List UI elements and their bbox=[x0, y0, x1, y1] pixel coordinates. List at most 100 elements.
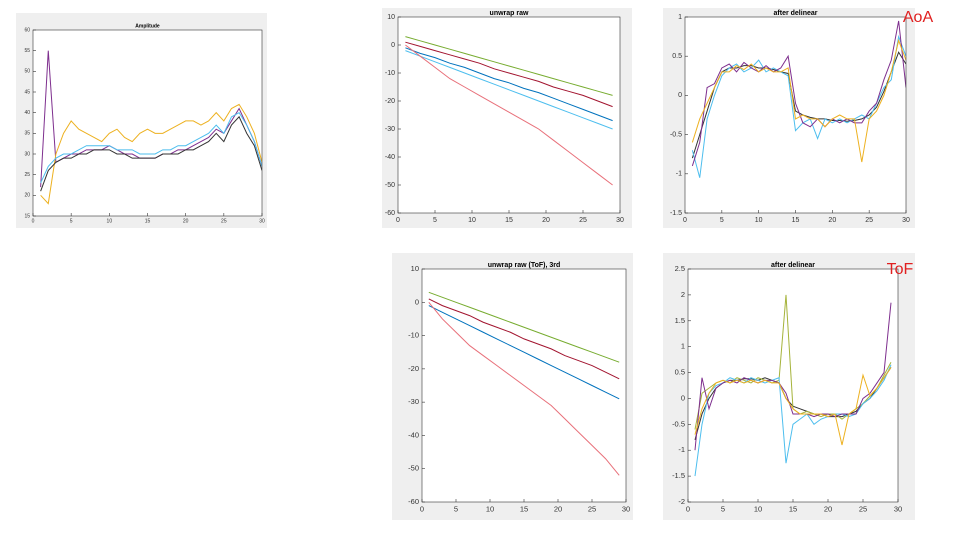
y-tick-label: -20 bbox=[385, 98, 395, 105]
x-tick-label: 0 bbox=[32, 218, 35, 224]
y-tick-label: -0.5 bbox=[670, 131, 682, 138]
y-tick-label: -40 bbox=[408, 430, 419, 439]
x-tick-label: 5 bbox=[433, 217, 437, 224]
x-tick-label: 20 bbox=[542, 217, 550, 224]
y-tick-label: 50 bbox=[24, 69, 30, 75]
y-tick-label: 0 bbox=[415, 297, 419, 306]
y-tick-label: 10 bbox=[411, 264, 419, 273]
y-tick-label: -60 bbox=[408, 497, 419, 506]
series-line bbox=[405, 41, 613, 108]
y-tick-label: -50 bbox=[385, 182, 395, 189]
y-tick-label: 30 bbox=[24, 151, 30, 157]
x-tick-label: 20 bbox=[828, 217, 836, 224]
series-line bbox=[428, 298, 620, 380]
x-tick-label: 0 bbox=[396, 217, 400, 224]
y-tick-label: -30 bbox=[408, 397, 419, 406]
chart-title: unwrap raw (ToF), 3rd bbox=[488, 262, 561, 269]
axes-box bbox=[421, 268, 627, 503]
y-tick-label: 1 bbox=[681, 342, 685, 351]
y-tick-label: 1.5 bbox=[675, 316, 685, 325]
axes-background bbox=[688, 269, 898, 502]
x-tick-label: 0 bbox=[686, 504, 690, 513]
y-tick-label: -1.5 bbox=[672, 471, 685, 480]
x-tick-label: 25 bbox=[588, 504, 596, 513]
y-tick-label: 0 bbox=[678, 92, 682, 99]
y-tick-label: 45 bbox=[24, 89, 30, 95]
x-tick-label: 5 bbox=[70, 218, 73, 224]
y-tick-label: 60 bbox=[24, 27, 30, 33]
chart-title: after delinear bbox=[774, 10, 818, 17]
x-tick-label: 25 bbox=[579, 217, 587, 224]
series-line bbox=[691, 34, 906, 178]
annotation: ToF bbox=[887, 261, 914, 278]
series-line bbox=[40, 103, 262, 205]
series-line bbox=[405, 36, 613, 96]
x-tick-label: 10 bbox=[486, 504, 494, 513]
annotation: AoA bbox=[903, 9, 934, 26]
y-tick-label: 0.5 bbox=[675, 368, 685, 377]
y-tick-label: 2 bbox=[681, 290, 685, 299]
y-tick-label: -50 bbox=[408, 464, 419, 473]
x-tick-label: 30 bbox=[894, 504, 902, 513]
series-line bbox=[40, 115, 262, 192]
axes-box bbox=[32, 29, 263, 217]
y-tick-label: 1 bbox=[678, 14, 682, 21]
series-line bbox=[428, 291, 620, 363]
series-line bbox=[694, 367, 892, 446]
series-line bbox=[691, 20, 906, 167]
series-line bbox=[405, 50, 613, 130]
y-tick-label: 40 bbox=[24, 110, 30, 116]
y-tick-label: -1 bbox=[678, 445, 685, 454]
y-tick-label: -60 bbox=[385, 210, 395, 217]
y-tick-label: -10 bbox=[408, 331, 419, 340]
y-tick-label: 0 bbox=[681, 393, 685, 402]
series-line bbox=[694, 364, 892, 477]
x-tick-label: 0 bbox=[683, 217, 687, 224]
x-tick-label: 5 bbox=[720, 217, 724, 224]
axes-box bbox=[397, 16, 621, 214]
y-tick-label: 0 bbox=[391, 42, 395, 49]
series-line bbox=[428, 305, 620, 400]
y-tick-label: 0.5 bbox=[672, 53, 682, 60]
y-tick-label: 10 bbox=[387, 14, 395, 21]
x-tick-label: 0 bbox=[420, 504, 424, 513]
series-line bbox=[691, 38, 906, 163]
x-tick-label: 25 bbox=[859, 504, 867, 513]
y-tick-label: -10 bbox=[385, 70, 395, 77]
x-tick-label: 20 bbox=[183, 218, 189, 224]
x-tick-label: 20 bbox=[824, 504, 832, 513]
y-tick-label: 35 bbox=[24, 131, 30, 137]
x-tick-label: 30 bbox=[259, 218, 265, 224]
x-tick-label: 10 bbox=[468, 217, 476, 224]
x-tick-label: 15 bbox=[505, 217, 513, 224]
series-line bbox=[405, 44, 613, 186]
y-tick-label: -30 bbox=[385, 126, 395, 133]
y-tick-label: 20 bbox=[24, 193, 30, 199]
x-tick-label: 25 bbox=[221, 218, 227, 224]
x-tick-label: 15 bbox=[520, 504, 528, 513]
y-tick-label: -2 bbox=[678, 497, 685, 506]
series-line bbox=[405, 47, 613, 122]
x-tick-label: 15 bbox=[792, 217, 800, 224]
x-tick-label: 20 bbox=[554, 504, 562, 513]
axes-background bbox=[33, 30, 262, 216]
y-tick-label: -40 bbox=[385, 154, 395, 161]
axes-box bbox=[687, 268, 899, 503]
y-tick-label: 2.5 bbox=[675, 264, 685, 273]
x-tick-label: 15 bbox=[145, 218, 151, 224]
x-tick-label: 30 bbox=[616, 217, 624, 224]
y-tick-label: 15 bbox=[24, 213, 30, 219]
y-tick-label: -0.5 bbox=[672, 419, 685, 428]
x-tick-label: 5 bbox=[454, 504, 458, 513]
x-tick-label: 30 bbox=[902, 217, 910, 224]
y-tick-label: -1 bbox=[676, 171, 682, 178]
axes-box bbox=[684, 16, 907, 214]
x-tick-label: 25 bbox=[865, 217, 873, 224]
y-tick-label: -20 bbox=[408, 364, 419, 373]
chart-title: unwrap raw bbox=[490, 10, 529, 17]
series-line bbox=[40, 112, 262, 184]
chart-title: Amplitude bbox=[135, 23, 160, 29]
chart-title: after delinear bbox=[771, 262, 815, 269]
y-tick-label: 25 bbox=[24, 172, 30, 178]
axes-background bbox=[398, 17, 620, 213]
